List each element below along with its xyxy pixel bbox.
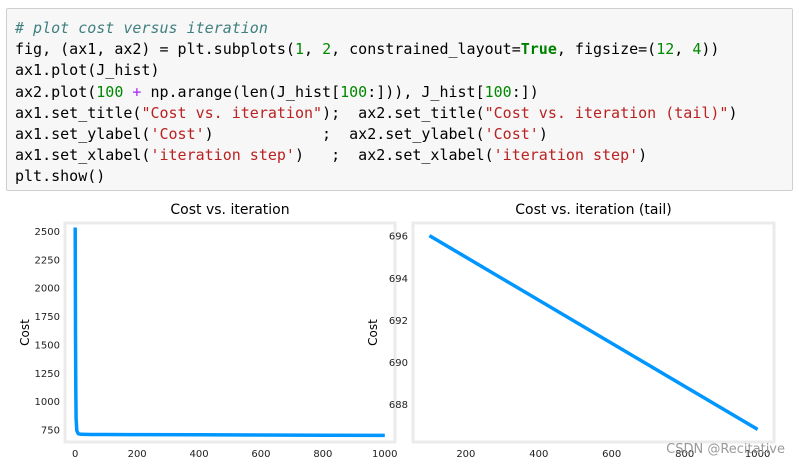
y-tick-label: 694 bbox=[389, 274, 408, 285]
y-tick-label: 688 bbox=[389, 400, 408, 411]
code-token: ax2.plot( bbox=[15, 82, 97, 101]
chart-right: Cost vs. iteration (tail) 200 400 600 800 100… bbox=[366, 202, 776, 467]
code-token: , figsize=( bbox=[556, 40, 657, 59]
code-line: ax1.set_ylabel('Cost') ; ax2.set_ylabel(… bbox=[15, 124, 548, 145]
plot-area bbox=[63, 221, 397, 444]
code-token: 'iteration step' bbox=[493, 146, 639, 165]
chart-title: Cost vs. iteration bbox=[170, 202, 289, 218]
x-tick-label: 400 bbox=[189, 449, 208, 460]
code-token: ) ; ax2.set_xlabel( bbox=[294, 146, 494, 165]
chart-left: Cost vs. iteration 0 200 400 600 800 1000 750 10… bbox=[18, 202, 398, 467]
plot-output: Cost vs. iteration 0 200 400 600 800 1000 750 10… bbox=[0, 196, 799, 467]
y-axis-label: Cost bbox=[366, 319, 380, 346]
code-token: :])), J_hist[ bbox=[367, 82, 485, 101]
code-line: ax1.set_xlabel('iteration step') ; ax2.s… bbox=[15, 145, 647, 166]
code-token: "Cost vs. iteration" bbox=[141, 103, 323, 122]
x-tick-label: 400 bbox=[529, 449, 548, 460]
x-tick-label: 600 bbox=[602, 449, 621, 460]
code-token: ax1.plot(J_hist) bbox=[15, 61, 160, 80]
code-token: "Cost vs. iteration (tail)" bbox=[484, 103, 729, 122]
code-token: + bbox=[132, 82, 142, 101]
code-token: plt.show() bbox=[15, 167, 106, 186]
code-token: ax1.set_ylabel( bbox=[15, 125, 151, 143]
y-tick-label: 1000 bbox=[35, 397, 60, 408]
y-tick-label: 750 bbox=[41, 426, 60, 437]
x-tick-label: 800 bbox=[675, 449, 694, 460]
y-tick-label: 1250 bbox=[35, 369, 60, 380]
code-token: 100 bbox=[96, 82, 124, 101]
code-token: ); ax2.set_title( bbox=[322, 103, 485, 122]
code-token: 'Cost' bbox=[150, 125, 205, 143]
x-tick-label: 1000 bbox=[745, 449, 770, 460]
code-token: # plot cost versus iteration bbox=[15, 19, 268, 37]
x-tick-label: 800 bbox=[313, 449, 332, 460]
code-line: # plot cost versus iteration bbox=[15, 18, 268, 39]
y-tick-label: 692 bbox=[389, 316, 408, 327]
code-cell[interactable]: # plot cost versus iteration fig, (ax1, a… bbox=[6, 8, 793, 191]
series-line bbox=[73, 227, 385, 438]
code-token: , bbox=[304, 40, 323, 59]
y-tick-label: 2250 bbox=[35, 255, 60, 266]
x-tick-label: 600 bbox=[251, 449, 270, 460]
code-token: True bbox=[520, 40, 557, 59]
code-token: , constrained_layout= bbox=[331, 40, 521, 59]
x-tick-label: 1000 bbox=[372, 449, 397, 460]
series-line bbox=[428, 234, 759, 431]
code-token: 2 bbox=[322, 40, 332, 59]
code-line: plt.show() bbox=[15, 166, 105, 187]
figure: Cost vs. iteration 0 200 400 600 800 1000 750 10… bbox=[18, 202, 776, 467]
code-token: 12 bbox=[656, 40, 675, 59]
code-token: 'Cost' bbox=[484, 125, 539, 143]
code-token: 4 bbox=[692, 40, 702, 59]
y-tick-label: 696 bbox=[389, 232, 408, 243]
code-token: 1 bbox=[294, 40, 304, 59]
y-tick-label: 1500 bbox=[35, 340, 60, 351]
code-token: fig, (ax1, ax2) = plt.subplots( bbox=[15, 40, 295, 59]
code-token: )) bbox=[701, 40, 720, 59]
y-tick-label: 1750 bbox=[35, 312, 60, 323]
code-line: fig, (ax1, ax2) = plt.subplots(1, 2, con… bbox=[15, 39, 719, 60]
code-token: 100 bbox=[484, 82, 512, 101]
code-token: ) bbox=[538, 125, 548, 143]
y-tick-label: 2500 bbox=[35, 227, 60, 238]
code-line: ax1.plot(J_hist) bbox=[15, 60, 160, 81]
code-token: 'iteration step' bbox=[150, 146, 295, 165]
watermark: CSDN @Recitative bbox=[666, 442, 785, 457]
code-token: np.arange(len(J_hist[ bbox=[141, 82, 341, 101]
code-token: ) bbox=[638, 146, 648, 165]
chart-title: Cost vs. iteration (tail) bbox=[515, 202, 671, 218]
code-token: ax1.set_xlabel( bbox=[15, 146, 151, 165]
x-tick-label: 200 bbox=[456, 449, 475, 460]
y-tick-label: 2000 bbox=[35, 284, 60, 295]
y-axis-label: Cost bbox=[18, 319, 32, 346]
code-token: :]) bbox=[511, 82, 539, 101]
x-tick-label: 0 bbox=[72, 449, 78, 460]
code-token: 100 bbox=[340, 82, 368, 101]
code-token: ) ; ax2.set_ylabel( bbox=[204, 125, 485, 143]
x-tick-label: 200 bbox=[128, 449, 147, 460]
code-token: , bbox=[674, 40, 693, 59]
code-token: ax1.set_title( bbox=[15, 103, 142, 122]
y-tick-label: 690 bbox=[389, 358, 408, 369]
code-line: ax1.set_title("Cost vs. iteration"); ax2… bbox=[15, 103, 738, 124]
code-token: ) bbox=[728, 103, 738, 122]
code-line: ax2.plot(100 + np.arange(len(J_hist[100:… bbox=[15, 82, 539, 103]
